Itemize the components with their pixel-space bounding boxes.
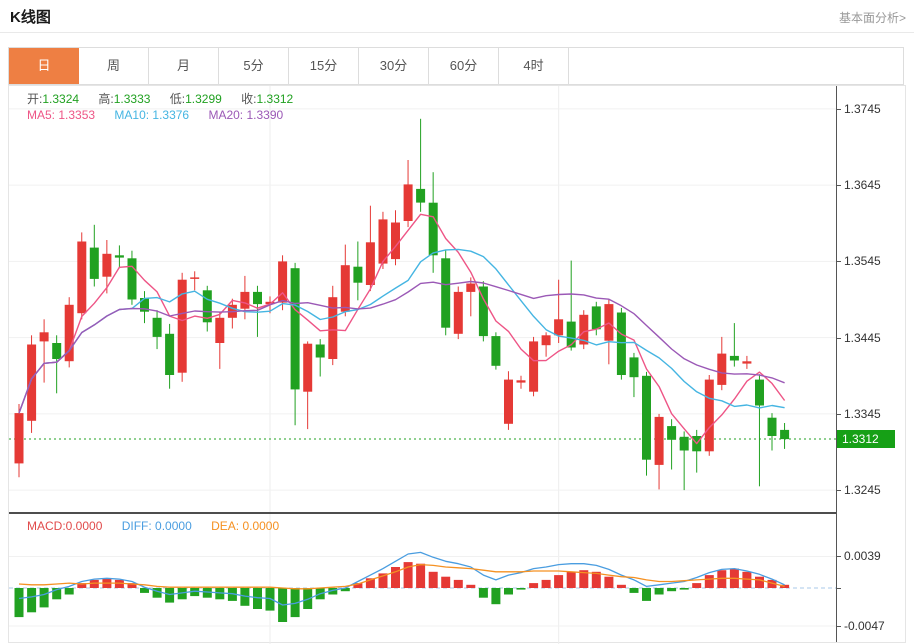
open-group: 开:1.3324: [27, 92, 80, 106]
panel-separator: [9, 512, 837, 514]
macd-chart[interactable]: [9, 513, 836, 644]
axis-tick: [837, 185, 841, 187]
tab-week[interactable]: 周: [79, 48, 149, 84]
dea-value-label: DEA: 0.0000: [211, 519, 280, 533]
chart-area: 开:1.3324 高:1.3333 低:1.3299 收:1.3312 MA5:…: [8, 85, 906, 644]
axis-tick: [837, 261, 841, 263]
tab-60min[interactable]: 60分: [429, 48, 499, 84]
ma20-legend: MA20: 1.3390: [208, 108, 284, 122]
tab-month[interactable]: 月: [149, 48, 219, 84]
macd-legend: MACD:0.0000 DIFF: 0.0000 DEA: 0.0000: [27, 519, 295, 533]
tab-4hour[interactable]: 4时: [499, 48, 569, 84]
period-tabbar: 日周月 5分 15分 30分 60分 4时: [8, 47, 904, 85]
y-axis-label: 1.3445: [844, 330, 881, 345]
last-price-badge: 1.3312: [837, 430, 895, 448]
axis-tick: [837, 490, 841, 492]
close-value: 1.3312: [256, 92, 294, 106]
diff-value-label: DIFF: 0.0000: [121, 519, 192, 533]
y-axis-label: 1.3645: [844, 178, 881, 193]
ma10-legend: MA10: 1.3376: [114, 108, 190, 122]
macd-axis-label: -0.0047: [844, 618, 885, 633]
macd-value-label: MACD:0.0000: [27, 519, 103, 533]
main-candlestick-chart[interactable]: [9, 86, 836, 513]
tab-5min[interactable]: 5分: [219, 48, 289, 84]
y-axis-label: 1.3245: [844, 483, 881, 498]
header-divider: [0, 32, 914, 33]
axis-tick: [837, 625, 841, 627]
ohlc-legend: 开:1.3324 高:1.3333 低:1.3299 收:1.3312: [27, 90, 309, 107]
macd-axis-label: 0.0039: [844, 549, 881, 564]
y-axis-label: 1.3545: [844, 254, 881, 269]
axis-tick: [837, 556, 841, 558]
y-axis-label: 1.3345: [844, 406, 881, 421]
tab-30min[interactable]: 30分: [359, 48, 429, 84]
fundamental-analysis-link[interactable]: 基本面分析>: [838, 11, 906, 25]
y-axis-line: [836, 86, 837, 642]
ma-legend: MA5: 1.3353 MA10: 1.3376 MA20: 1.3390: [27, 108, 299, 122]
low-group: 低:1.3299: [169, 92, 222, 106]
high-value: 1.3333: [113, 92, 151, 106]
ma5-legend: MA5: 1.3353: [27, 108, 96, 122]
page-title: K线图: [10, 9, 51, 26]
y-axis-label: 1.3745: [844, 101, 881, 116]
close-group: 收:1.3312: [241, 92, 294, 106]
axis-tick: [837, 413, 841, 415]
low-value: 1.3299: [185, 92, 222, 106]
axis-tick: [837, 337, 841, 339]
high-group: 高:1.3333: [98, 92, 151, 106]
tab-15min[interactable]: 15分: [289, 48, 359, 84]
tab-day[interactable]: 日: [9, 48, 79, 84]
open-value: 1.3324: [42, 92, 80, 106]
axis-tick: [837, 108, 841, 110]
axis-tick: [837, 588, 841, 589]
